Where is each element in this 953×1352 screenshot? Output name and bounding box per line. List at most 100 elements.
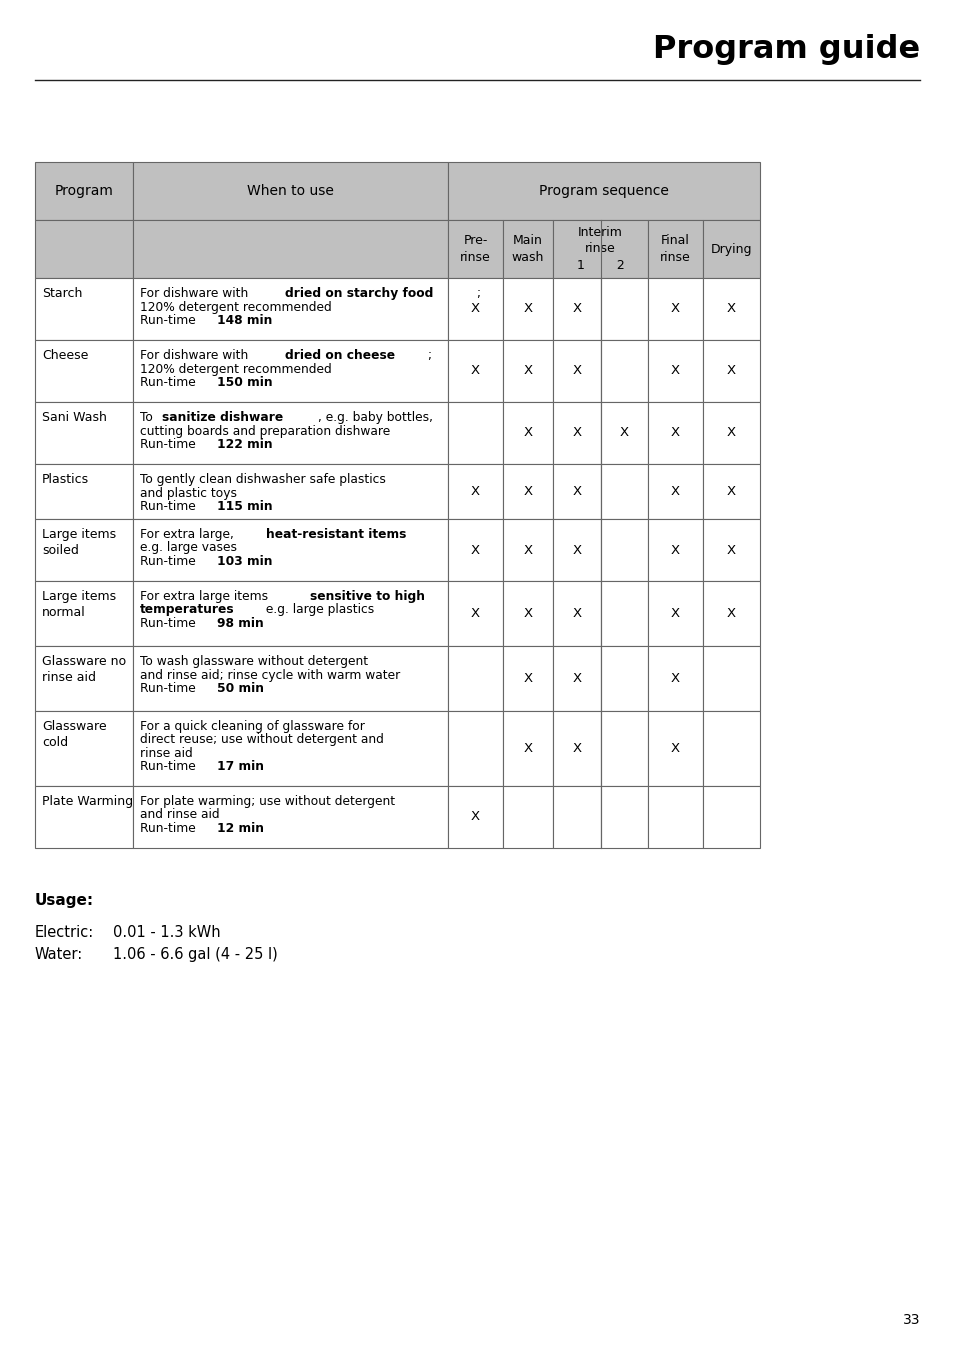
Bar <box>702 646 760 711</box>
Text: e.g. large vases: e.g. large vases <box>140 542 236 554</box>
Text: X: X <box>523 672 532 685</box>
Bar <box>702 402 760 464</box>
Bar <box>502 711 553 786</box>
Bar <box>448 339 502 402</box>
Bar <box>448 220 502 279</box>
Text: Drying: Drying <box>710 242 752 256</box>
Bar <box>600 339 647 402</box>
Text: Run-time: Run-time <box>140 438 199 452</box>
Text: X: X <box>572 485 581 498</box>
Text: Water:: Water: <box>35 946 83 963</box>
Text: X: X <box>572 607 581 621</box>
Bar <box>132 279 448 339</box>
Bar <box>35 402 132 464</box>
Text: dried on cheese: dried on cheese <box>284 349 395 362</box>
Text: To wash glassware without detergent: To wash glassware without detergent <box>140 654 368 668</box>
Bar <box>502 519 553 581</box>
Text: X: X <box>523 607 532 621</box>
Text: X: X <box>726 303 736 315</box>
Text: , e.g. baby bottles,: , e.g. baby bottles, <box>317 411 433 425</box>
Bar <box>702 339 760 402</box>
Text: Plastics: Plastics <box>42 473 89 485</box>
Bar <box>132 786 448 848</box>
Text: direct reuse; use without detergent and: direct reuse; use without detergent and <box>140 734 383 746</box>
Bar <box>647 581 702 646</box>
Text: X: X <box>523 485 532 498</box>
Text: 122 min: 122 min <box>216 438 273 452</box>
Bar <box>448 711 502 786</box>
Text: and rinse aid; rinse cycle with warm water: and rinse aid; rinse cycle with warm wat… <box>140 668 400 681</box>
Text: To: To <box>140 411 156 425</box>
Text: 120% detergent recommended: 120% detergent recommended <box>140 362 332 376</box>
Bar <box>35 519 132 581</box>
Text: For dishware with: For dishware with <box>140 287 252 300</box>
Bar <box>132 402 448 464</box>
Text: X: X <box>572 742 581 754</box>
Text: Final
rinse: Final rinse <box>659 234 690 264</box>
Bar <box>502 786 553 848</box>
Text: Main
wash: Main wash <box>511 234 543 264</box>
Text: Run-time: Run-time <box>140 556 199 568</box>
Bar <box>35 339 132 402</box>
Text: 148 min: 148 min <box>216 314 272 327</box>
Bar <box>448 646 502 711</box>
Bar <box>553 519 600 581</box>
Bar <box>600 464 647 519</box>
Bar <box>553 279 600 339</box>
Bar <box>502 581 553 646</box>
Bar <box>553 402 600 464</box>
Text: Large items
normal: Large items normal <box>42 589 116 619</box>
Text: X: X <box>471 607 479 621</box>
Bar <box>647 646 702 711</box>
Text: Program sequence: Program sequence <box>538 184 668 197</box>
Bar <box>553 339 600 402</box>
Bar <box>553 464 600 519</box>
Text: Starch: Starch <box>42 287 82 300</box>
Bar <box>553 786 600 848</box>
Bar <box>502 464 553 519</box>
Bar <box>448 519 502 581</box>
Text: X: X <box>670 544 679 557</box>
Text: X: X <box>670 672 679 685</box>
Bar <box>448 279 502 339</box>
Text: X: X <box>670 607 679 621</box>
Text: heat-resistant items: heat-resistant items <box>266 529 406 541</box>
Bar <box>647 464 702 519</box>
Bar <box>132 711 448 786</box>
Bar <box>553 646 600 711</box>
Text: 12 min: 12 min <box>216 822 264 836</box>
Bar <box>132 519 448 581</box>
Text: 33: 33 <box>902 1313 919 1328</box>
Text: X: X <box>726 544 736 557</box>
Bar <box>132 646 448 711</box>
Bar <box>702 279 760 339</box>
Text: Glassware
cold: Glassware cold <box>42 721 107 749</box>
Bar <box>702 711 760 786</box>
Bar <box>35 711 132 786</box>
Bar <box>553 581 600 646</box>
Text: temperatures: temperatures <box>140 603 234 617</box>
Text: For plate warming; use without detergent: For plate warming; use without detergent <box>140 795 395 808</box>
Bar <box>448 464 502 519</box>
Text: Run-time: Run-time <box>140 822 199 836</box>
Bar <box>647 279 702 339</box>
Bar <box>35 786 132 848</box>
Text: X: X <box>572 672 581 685</box>
Bar <box>132 581 448 646</box>
Bar <box>35 162 132 220</box>
Text: 1.06 - 6.6 gal (4 - 25 l): 1.06 - 6.6 gal (4 - 25 l) <box>112 946 277 963</box>
Bar <box>702 519 760 581</box>
Bar <box>647 402 702 464</box>
Bar <box>647 519 702 581</box>
Bar <box>35 581 132 646</box>
Text: X: X <box>572 544 581 557</box>
Text: rinse aid: rinse aid <box>140 748 193 760</box>
Bar <box>600 646 647 711</box>
Text: For extra large,: For extra large, <box>140 529 237 541</box>
Text: When to use: When to use <box>247 184 334 197</box>
Text: Large items
soiled: Large items soiled <box>42 529 116 557</box>
Text: X: X <box>471 365 479 377</box>
Text: Run-time: Run-time <box>140 376 199 389</box>
Bar <box>702 786 760 848</box>
Text: dried on starchy food: dried on starchy food <box>284 287 433 300</box>
